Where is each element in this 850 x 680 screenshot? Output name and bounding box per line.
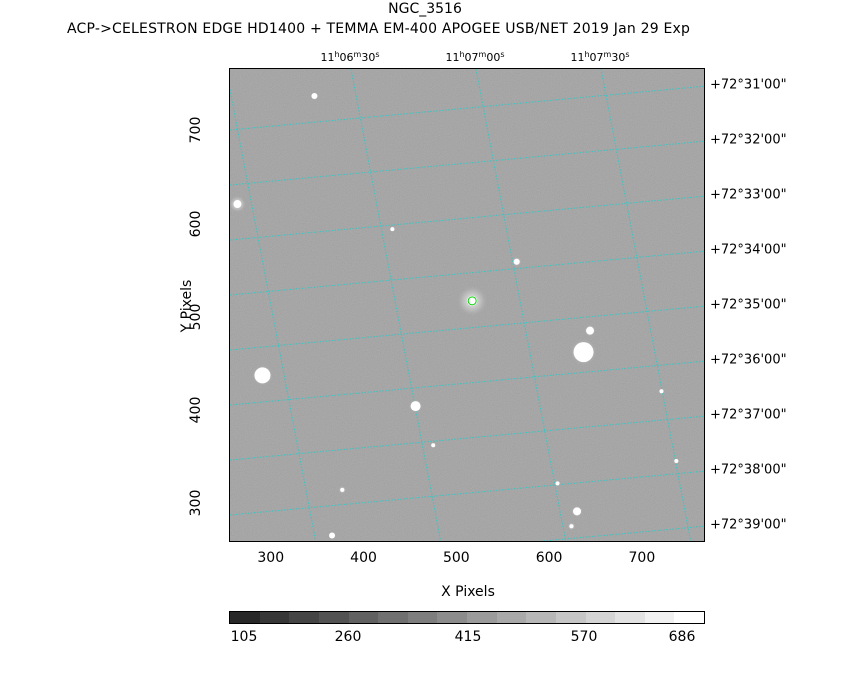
image-frame[interactable] xyxy=(229,68,705,542)
dec-tick-label: +72°36'00" xyxy=(710,352,787,368)
colorbar-tick-label: 570 xyxy=(570,629,598,645)
star xyxy=(569,524,574,529)
dec-tick-label: +72°31'00" xyxy=(710,77,787,93)
observation-subtitle: ACP->CELESTRON EDGE HD1400 + TEMMA EM-40… xyxy=(67,21,691,37)
star xyxy=(254,367,271,384)
star xyxy=(573,507,582,516)
star xyxy=(513,258,520,265)
image-title: NGC_3516 xyxy=(388,1,462,17)
colorbar-swatch xyxy=(230,612,260,623)
colorbar-swatch xyxy=(259,612,290,623)
star xyxy=(233,200,242,209)
star xyxy=(431,443,436,448)
colorbar xyxy=(229,611,705,624)
colorbar-swatch xyxy=(674,612,704,623)
x-tick-label: 600 xyxy=(535,550,563,566)
colorbar-tick-label: 415 xyxy=(454,629,482,645)
colorbar-swatch xyxy=(289,612,319,623)
star-field xyxy=(230,92,680,540)
x-tick-label: 500 xyxy=(442,550,470,566)
colorbar-swatch xyxy=(467,612,497,623)
x-tick-label: 300 xyxy=(257,550,285,566)
colorbar-swatch xyxy=(318,612,349,623)
star xyxy=(311,93,318,100)
colorbar-swatch xyxy=(496,612,527,623)
dec-tick-label: +72°34'00" xyxy=(710,242,787,258)
star xyxy=(555,481,560,486)
star xyxy=(340,487,345,492)
dec-tick-label: +72°33'00" xyxy=(710,187,787,203)
ra-tick-label: 11h06m30s xyxy=(320,50,380,64)
colorbar-tick-label: 105 xyxy=(230,629,258,645)
colorbar-tick-label: 686 xyxy=(668,629,696,645)
target-marker[interactable] xyxy=(467,296,477,306)
dec-tick-label: +72°35'00" xyxy=(710,297,787,313)
ra-tick-label: 11h07m30s xyxy=(570,50,630,64)
dec-tick-label: +72°39'00" xyxy=(710,517,787,533)
dec-tick-label: +72°32'00" xyxy=(710,132,787,148)
star xyxy=(586,326,595,335)
colorbar-swatch xyxy=(437,612,467,623)
star xyxy=(659,389,664,394)
star xyxy=(390,227,395,232)
x-tick-label: 700 xyxy=(628,550,656,566)
colorbar-swatch xyxy=(407,612,438,623)
ra-tick-label: 11h07m00s xyxy=(445,50,505,64)
x-tick-label: 400 xyxy=(350,550,377,566)
y-tick-label: 600 xyxy=(188,210,204,237)
star xyxy=(467,295,478,306)
y-tick-label: 400 xyxy=(188,396,204,424)
colorbar-tick-label: 260 xyxy=(334,629,362,645)
colorbar-swatch xyxy=(526,612,556,623)
star xyxy=(329,532,336,539)
ra-grid-line xyxy=(475,69,567,541)
y-axis-label: Y Pixels xyxy=(179,279,195,333)
dec-tick-label: +72°38'00" xyxy=(710,462,787,478)
star xyxy=(410,401,421,412)
y-tick-label: 700 xyxy=(188,117,204,144)
star xyxy=(573,342,594,363)
star xyxy=(674,459,679,464)
sky-image[interactable] xyxy=(230,69,705,542)
target-marker-layer xyxy=(467,296,477,306)
ra-grid-line xyxy=(230,87,317,541)
colorbar-swatch xyxy=(378,612,408,623)
dec-tick-label: +72°37'00" xyxy=(710,407,787,423)
colorbar-swatch xyxy=(348,612,379,623)
colorbar-swatch xyxy=(644,612,675,623)
colorbar-swatch xyxy=(555,612,586,623)
ra-grid-line xyxy=(350,69,442,541)
y-tick-label: 300 xyxy=(188,489,204,517)
colorbar-swatch xyxy=(585,612,616,623)
x-axis-label: X Pixels xyxy=(441,584,495,600)
colorbar-swatch xyxy=(615,612,645,623)
